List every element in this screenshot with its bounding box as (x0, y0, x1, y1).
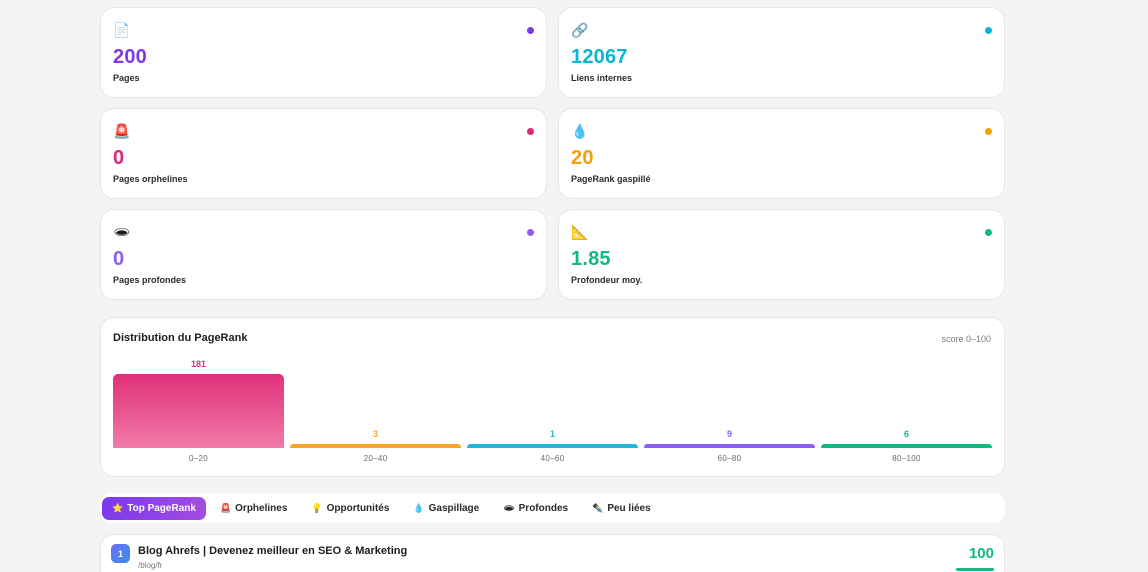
tab-opportunites[interactable]: 💡 Opportunités (301, 497, 399, 520)
alarm-icon: 🚨 (219, 502, 232, 513)
bar-value-label: 3 (372, 429, 378, 439)
score-bar (956, 568, 994, 571)
stat-value: 20 (571, 147, 594, 169)
stat-value: 0 (113, 147, 125, 169)
stat-label: Pages profondes (113, 275, 187, 285)
tab-top-pagerank[interactable]: ⭐ Top PageRank (102, 496, 206, 520)
status-dot (527, 27, 534, 34)
droplet-icon: 💧 (413, 502, 425, 513)
stats-grid: 📄 200 Pages 🔗 12067 Liens internes 🚨 0 P… (100, 7, 1005, 300)
bar-column: 6 80–100 (821, 318, 992, 478)
tab-bar: ⭐ Top PageRank 🚨 Orphelines 💡 Opportunit… (100, 493, 1005, 523)
bar (644, 444, 815, 448)
bar-value-label: 181 (190, 359, 207, 369)
tab-orphelines[interactable]: 🚨 Orphelines (210, 497, 297, 520)
bar-column: 9 60–80 (644, 318, 815, 478)
bar-column: 181 0–20 (113, 318, 284, 478)
bar-category-label: 80–100 (892, 454, 921, 463)
stat-card-deep-pages: 🕳 0 Pages profondes (100, 209, 547, 300)
stat-label: Pages (113, 73, 140, 83)
stat-value: 0 (113, 248, 125, 270)
bar-category-label: 0–20 (189, 454, 208, 463)
status-dot (527, 128, 534, 135)
stat-card-pages: 📄 200 Pages (100, 7, 547, 98)
status-dot (985, 128, 992, 135)
rank-badge: 1 (111, 544, 130, 563)
tab-peu-liees[interactable]: ✒️ Peu liées (582, 497, 661, 520)
bar-category-label: 40–60 (540, 454, 565, 463)
stat-value: 200 (113, 46, 147, 68)
bar-column: 3 20–40 (290, 318, 461, 478)
stat-value: 1.85 (571, 248, 611, 270)
hole-icon: 🕳 (113, 224, 131, 240)
bar-value-label: 1 (549, 429, 555, 439)
tab-label: Gaspillage (428, 502, 480, 514)
stat-label: Liens internes (571, 73, 633, 83)
bar-value-label: 9 (726, 429, 732, 439)
result-url: /blog/fr (138, 561, 163, 570)
tab-profondes[interactable]: 🕳 Profondes (493, 497, 578, 520)
stat-label: Profondeur moy. (571, 275, 643, 285)
pen-icon: ✒️ (592, 502, 604, 513)
stat-card-average-depth: 📐 1.85 Profondeur moy. (558, 209, 1005, 300)
status-dot (985, 229, 992, 236)
tab-label: Profondes (518, 502, 569, 514)
triangle-ruler-icon: 📐 (571, 224, 589, 240)
result-score: 100 (968, 545, 994, 562)
page-icon: 📄 (113, 22, 131, 38)
tab-label: Orphelines (235, 502, 288, 514)
tab-label: Peu liées (607, 502, 651, 514)
tab-label: Top PageRank (127, 502, 196, 514)
result-title[interactable]: Blog Ahrefs | Devenez meilleur en SEO & … (138, 545, 408, 557)
bar-category-label: 60–80 (717, 454, 742, 463)
star-icon: ⭐ (112, 502, 124, 513)
bar-column: 1 40–60 (467, 318, 638, 478)
stat-value: 12067 (571, 46, 628, 68)
chart-scale-hint: score 0–100 (941, 334, 991, 344)
stat-card-orphan-pages: 🚨 0 Pages orphelines (100, 108, 547, 199)
stat-label: PageRank gaspillé (571, 174, 651, 184)
bar (467, 444, 638, 448)
status-dot (527, 229, 534, 236)
tab-label: Opportunités (326, 502, 390, 514)
pagerank-distribution-card: Distribution du PageRank score 0–100 181… (100, 317, 1005, 477)
bar (290, 444, 461, 448)
lightbulb-icon: 💡 (311, 502, 323, 513)
bar-value-label: 6 (903, 429, 909, 439)
status-dot (985, 27, 992, 34)
chart-title: Distribution du PageRank (113, 332, 248, 344)
bar (821, 444, 992, 448)
bar-category-label: 20–40 (363, 454, 388, 463)
hole-icon: 🕳 (503, 502, 515, 513)
tab-gaspillage[interactable]: 💧 Gaspillage (403, 497, 489, 520)
bar (113, 374, 284, 448)
stat-card-internal-links: 🔗 12067 Liens internes (558, 7, 1005, 98)
link-icon: 🔗 (571, 22, 589, 38)
stat-card-wasted-pagerank: 💧 20 PageRank gaspillé (558, 108, 1005, 199)
alarm-icon: 🚨 (113, 123, 131, 139)
result-row[interactable]: 1 Blog Ahrefs | Devenez meilleur en SEO … (100, 534, 1005, 572)
stat-label: Pages orphelines (113, 174, 188, 184)
droplet-icon: 💧 (571, 123, 589, 139)
